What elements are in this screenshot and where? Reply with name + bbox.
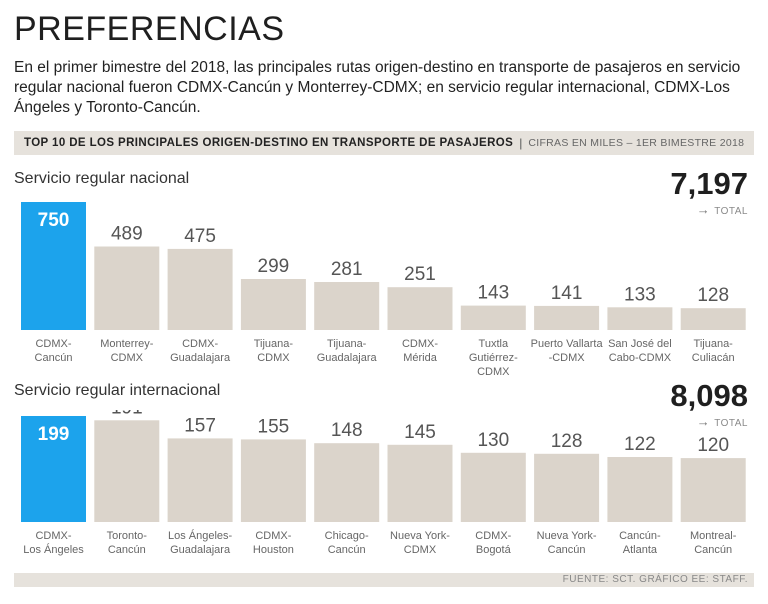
bar-value-label: 141	[551, 283, 583, 304]
bar-value-label: 191	[111, 410, 143, 418]
category-label: CDMX-Bogotá	[475, 530, 511, 556]
bar-1	[94, 420, 160, 522]
category-label: Tijuana-Culiacán	[692, 338, 735, 364]
bar-4	[314, 443, 380, 522]
category-label: CDMX-Houston	[253, 530, 294, 556]
category-label: Montreal-Cancún	[690, 530, 737, 556]
category-label: Monterrey-CDMX	[100, 338, 154, 364]
category-label: Los Ángeles-Guadalajara	[168, 529, 233, 556]
bar-1	[94, 246, 160, 330]
chart-banner: TOP 10 DE LOS PRINCIPALES ORIGEN-DESTINO…	[14, 131, 754, 155]
national-section-title: Servicio regular nacional	[14, 170, 190, 187]
bar-value-label: 199	[38, 424, 70, 445]
category-label: Puerto Vallarta -CDMX	[531, 338, 604, 364]
bar-value-label: 120	[697, 435, 729, 456]
bar-9	[680, 308, 746, 330]
intro-paragraph: En el primer bimestre del 2018, las prin…	[14, 59, 741, 116]
bar-value-label: 122	[624, 434, 656, 455]
national-total: 7,197 → TOTAL	[670, 166, 748, 218]
category-label: Cancún-Atlanta	[619, 530, 661, 556]
category-label: Nueva York-CDMX	[390, 530, 450, 556]
bar-value-label: 145	[404, 422, 436, 443]
national-total-label-row: → TOTAL	[670, 202, 748, 217]
page-title: PREFERENCIAS	[14, 10, 285, 48]
international-total-value: 8,098	[670, 378, 748, 413]
bar-0	[21, 202, 86, 330]
bar-3	[240, 439, 306, 522]
international-total: 8,098 → TOTAL	[670, 378, 748, 430]
bar-value-label: 128	[697, 285, 729, 306]
bar-5	[387, 444, 453, 522]
source-footer: FUENTE: SCT. GRÁFICO EE: STAFF.	[14, 573, 754, 587]
international-bar-chart: 199 CDMX-Los Ángeles 191 Toronto-Cancún 157 L…	[21, 410, 746, 556]
bar-value-label: 143	[477, 283, 509, 304]
bar-value-label: 299	[258, 256, 290, 277]
bar-8	[607, 307, 673, 330]
arrow-right-icon: →	[696, 414, 711, 429]
national-total-value: 7,197	[670, 166, 748, 201]
bar-7	[534, 453, 600, 522]
bar-5	[387, 287, 453, 330]
bar-2	[167, 248, 233, 330]
banner-separator: |	[519, 136, 523, 150]
bar-value-label: 133	[624, 284, 656, 305]
bar-3	[240, 279, 306, 330]
bar-value-label: 489	[111, 224, 143, 245]
bar-7	[534, 305, 600, 330]
category-label: Tijuana-Guadalajara	[317, 338, 378, 364]
national-total-label: TOTAL	[714, 206, 748, 217]
bar-4	[314, 282, 380, 330]
international-total-label-row: → TOTAL	[670, 414, 748, 429]
category-label: Tijuana-CDMX	[254, 338, 294, 364]
bar-8	[607, 457, 673, 522]
bar-value-label: 251	[404, 264, 436, 285]
bar-value-label: 281	[331, 259, 363, 280]
category-label: CDMX-Guadalajara	[170, 338, 231, 364]
banner-note: CIFRAS EN MILES – 1ER BIMESTRE 2018	[528, 137, 745, 149]
category-label: Tuxtla Gutiérrez-CDMX	[469, 338, 518, 378]
bar-0	[21, 416, 86, 522]
bar-value-label: 157	[184, 415, 216, 436]
category-label: San José del Cabo-CDMX	[608, 338, 672, 364]
category-label: CDMX-Mérida	[402, 338, 438, 364]
international-total-label: TOTAL	[714, 418, 748, 429]
bar-9	[680, 458, 746, 522]
bar-value-label: 130	[477, 430, 509, 451]
national-bar-chart: 750 CDMX-Cancún 489 Monterrey-CDMX 475 CDMX-G…	[21, 202, 746, 378]
international-section-title: Servicio regular internacional	[14, 382, 221, 399]
bar-6	[460, 452, 526, 522]
bar-2	[167, 438, 233, 522]
category-label: CDMX-Los Ángeles	[23, 530, 84, 556]
banner-title: TOP 10 DE LOS PRINCIPALES ORIGEN-DESTINO…	[24, 137, 514, 149]
bar-value-label: 750	[38, 210, 70, 231]
bar-6	[460, 305, 526, 330]
category-label: CDMX-Cancún	[35, 338, 73, 364]
bar-value-label: 128	[551, 431, 583, 452]
category-label: Chicago-Cancún	[325, 530, 369, 556]
category-label: Nueva York-Cancún	[537, 530, 597, 556]
category-label: Toronto-Cancún	[107, 530, 148, 556]
arrow-right-icon: →	[696, 202, 711, 217]
bar-value-label: 475	[184, 226, 216, 247]
bar-value-label: 148	[331, 420, 363, 441]
bar-value-label: 155	[258, 416, 290, 437]
